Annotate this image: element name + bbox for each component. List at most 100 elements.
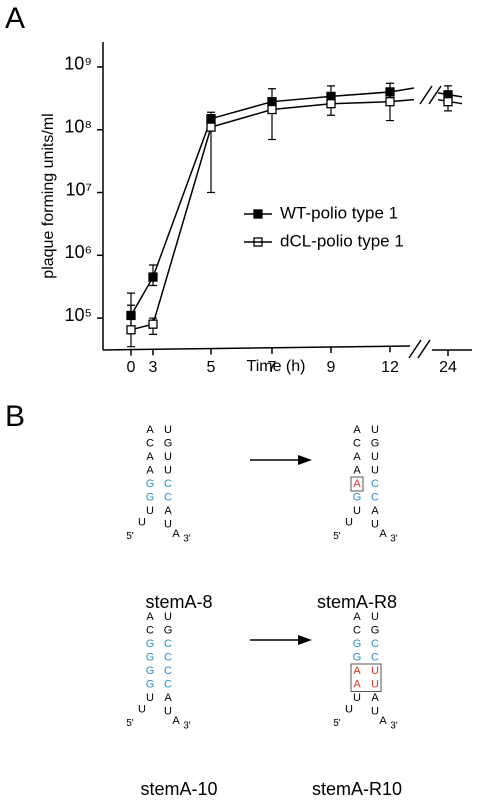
arrow-head	[298, 635, 312, 645]
nucleotide: G	[353, 638, 362, 650]
mutation-box	[350, 476, 364, 492]
nucleotide: A	[164, 692, 172, 704]
nucleotide: C	[371, 638, 379, 650]
nucleotide: G	[353, 651, 362, 663]
axis-break	[408, 339, 431, 359]
x-tick-label: 3	[149, 359, 158, 376]
nucleotide: A	[353, 451, 361, 463]
data-point	[148, 272, 158, 282]
x-tick-label: 24	[439, 359, 457, 376]
nucleotide: C	[164, 665, 172, 677]
nucleotide: U	[371, 611, 379, 623]
nucleotide: C	[164, 478, 172, 490]
x-axis-label: Time (h)	[247, 358, 306, 375]
legend-label: dCL-polio type 1	[280, 231, 404, 250]
data-point	[126, 325, 136, 335]
data-point	[148, 319, 158, 329]
nucleotide: A	[379, 715, 387, 727]
nucleotide: G	[371, 437, 380, 449]
nucleotide: A	[353, 478, 361, 490]
series-line	[130, 91, 391, 316]
three-prime: 3'	[390, 534, 398, 545]
diagram-name: stemA-R10	[312, 779, 402, 799]
data-point	[385, 87, 395, 97]
legend-label: WT-polio type 1	[280, 203, 398, 222]
nucleotide: U	[138, 516, 146, 528]
nucleotide: U	[146, 505, 154, 517]
three-prime: 3'	[390, 721, 398, 732]
nucleotide: A	[172, 528, 180, 540]
nucleotide: U	[353, 505, 361, 517]
nucleotide: A	[146, 451, 154, 463]
nucleotide: U	[345, 703, 353, 715]
panel-label: A	[5, 2, 25, 35]
diagram-name: stemA-8	[145, 592, 212, 612]
nucleotide: A	[353, 665, 361, 677]
three-prime: 3'	[183, 721, 191, 732]
y-tick-label: 10⁵	[65, 305, 92, 325]
nucleotide: C	[164, 638, 172, 650]
five-prime: 5'	[333, 718, 341, 729]
y-tick-label: 10⁹	[64, 54, 92, 74]
nucleotide: A	[146, 611, 154, 623]
nucleotide: G	[146, 491, 155, 503]
nucleotide: U	[371, 678, 379, 690]
axis-break	[419, 85, 442, 105]
nucleotide: U	[371, 518, 379, 530]
nucleotide: C	[353, 437, 361, 449]
nucleotide: G	[146, 478, 155, 490]
nucleotide: C	[164, 651, 172, 663]
x-tick-label: 9	[327, 359, 336, 376]
x-tick-label: 5	[207, 359, 216, 376]
nucleotide: U	[164, 451, 172, 463]
x-tick-label: 7	[268, 359, 277, 376]
y-tick-label: 10⁶	[65, 242, 92, 262]
data-point	[267, 104, 277, 115]
five-prime: 5'	[333, 531, 341, 542]
nucleotide: A	[146, 464, 154, 476]
nucleotide: A	[353, 678, 361, 690]
nucleotide: C	[164, 678, 172, 690]
arrow-head	[298, 455, 312, 465]
diagram-name: stemA-10	[140, 779, 217, 799]
nucleotide: A	[353, 424, 361, 436]
data-point	[326, 99, 336, 109]
nucleotide: U	[138, 703, 146, 715]
data-point	[206, 122, 216, 132]
nucleotide: G	[164, 437, 173, 449]
nucleotide: G	[146, 665, 155, 677]
nucleotide: C	[146, 624, 154, 636]
mutation-box	[350, 663, 382, 692]
nucleotide: A	[164, 505, 172, 517]
nucleotide: G	[353, 491, 362, 503]
nucleotide: U	[164, 464, 172, 476]
nucleotide: U	[164, 518, 172, 530]
nucleotide: C	[146, 437, 154, 449]
nucleotide: G	[146, 651, 155, 663]
diagram-name: stemA-R8	[317, 592, 397, 612]
nucleotide: A	[353, 464, 361, 476]
nucleotide: U	[146, 692, 154, 704]
x-tick-label: 0	[127, 359, 136, 376]
y-axis-label: plaque forming units/ml	[40, 113, 57, 278]
nucleotide: U	[371, 451, 379, 463]
nucleotide: A	[371, 505, 379, 517]
nucleotide: U	[345, 516, 353, 528]
data-point	[385, 97, 395, 107]
x-tick-label: 12	[381, 359, 399, 376]
x-axis	[102, 345, 411, 351]
nucleotide: G	[164, 624, 173, 636]
y-tick-label: 10⁸	[64, 117, 92, 137]
y-tick-label: 10⁷	[65, 179, 92, 199]
nucleotide: A	[379, 528, 387, 540]
nucleotide: A	[371, 692, 379, 704]
nucleotide: G	[146, 638, 155, 650]
nucleotide: U	[371, 665, 379, 677]
panel-label: B	[5, 400, 25, 433]
nucleotide: G	[146, 678, 155, 690]
nucleotide: C	[371, 478, 379, 490]
data-point	[443, 97, 453, 107]
five-prime: 5'	[126, 531, 134, 542]
nucleotide: C	[164, 491, 172, 503]
